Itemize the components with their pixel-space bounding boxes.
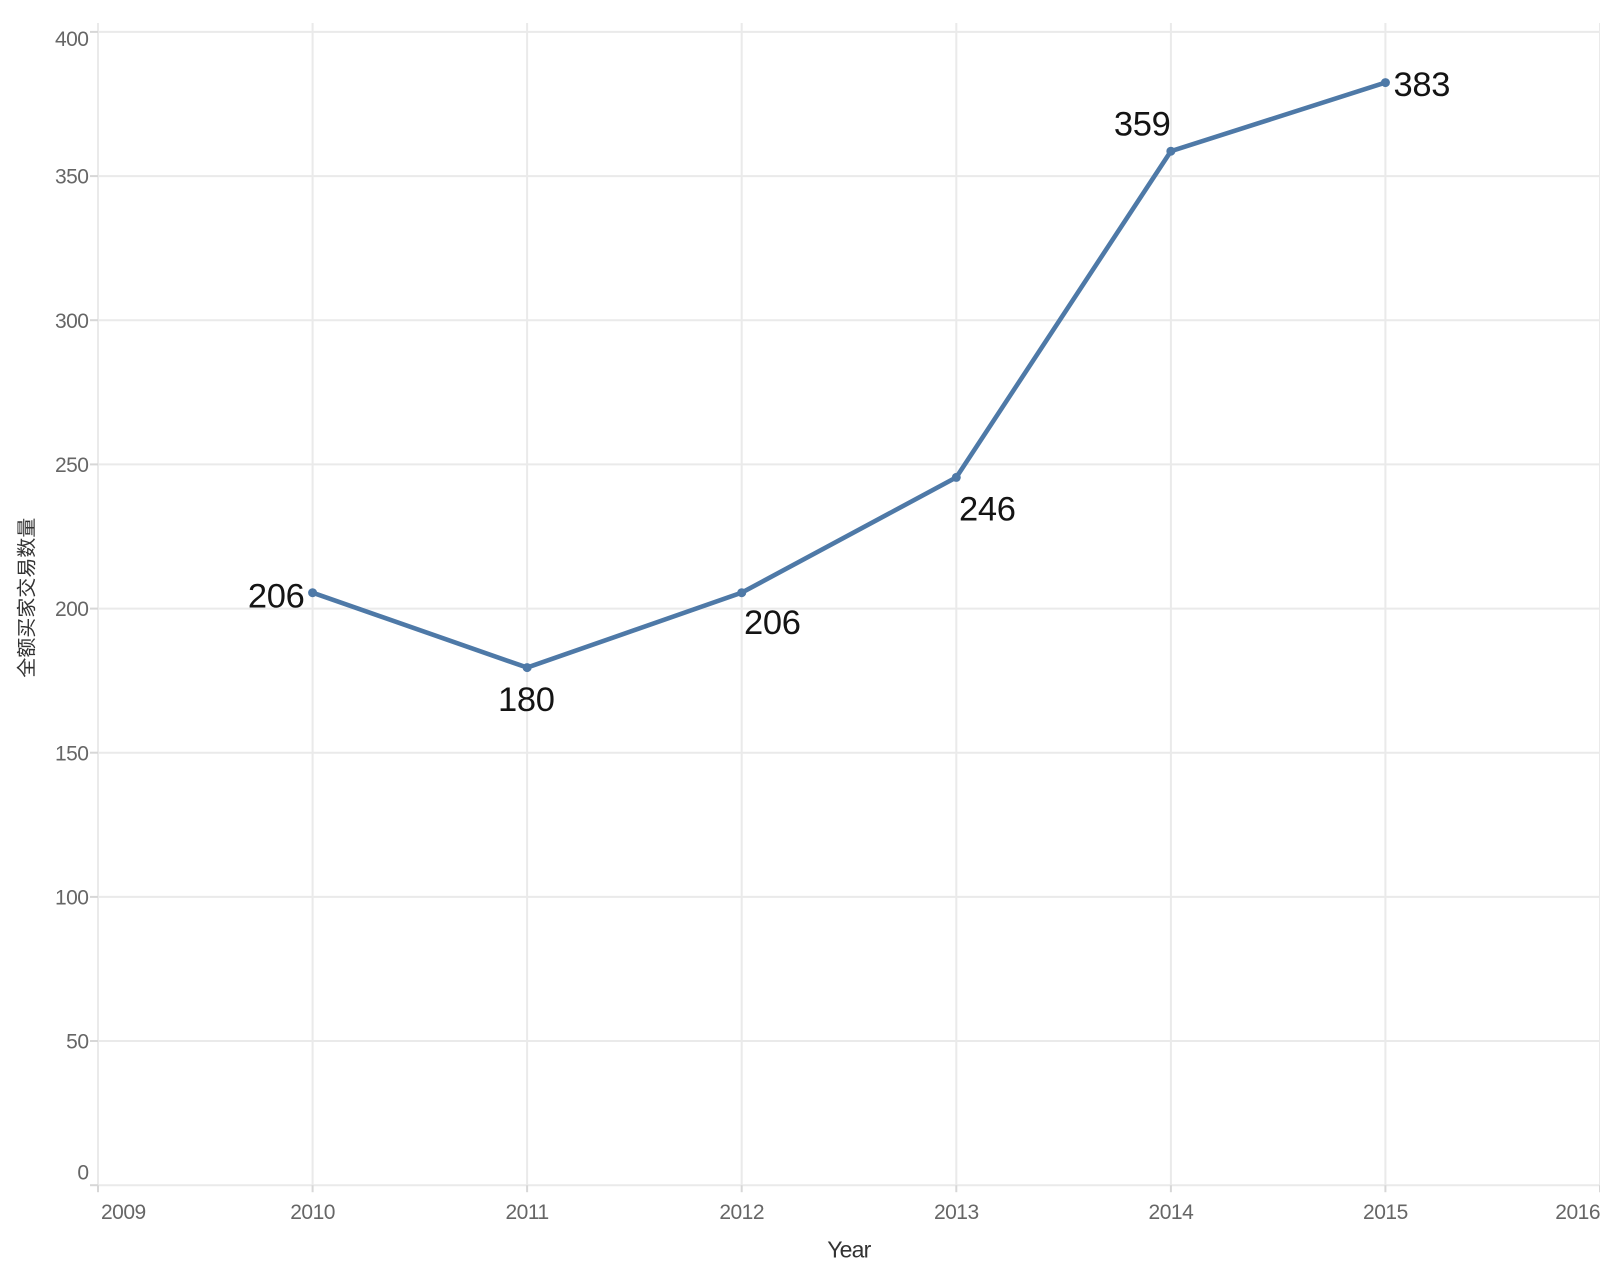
svg-text:50: 50: [66, 1031, 88, 1054]
svg-text:Year: Year: [827, 1237, 871, 1263]
svg-text:2009: 2009: [101, 1201, 146, 1224]
svg-text:2013: 2013: [934, 1201, 979, 1224]
svg-text:250: 250: [55, 454, 89, 477]
svg-text:180: 180: [498, 681, 555, 719]
svg-text:100: 100: [55, 887, 89, 910]
svg-text:206: 206: [248, 577, 305, 615]
svg-text:359: 359: [1114, 105, 1171, 143]
svg-text:2015: 2015: [1363, 1201, 1408, 1224]
svg-text:2016: 2016: [1555, 1201, 1600, 1224]
svg-text:383: 383: [1394, 66, 1451, 104]
svg-text:350: 350: [55, 166, 89, 189]
svg-text:200: 200: [55, 598, 89, 621]
svg-text:150: 150: [55, 742, 89, 765]
svg-text:400: 400: [55, 28, 89, 51]
svg-text:2012: 2012: [719, 1201, 764, 1224]
svg-text:206: 206: [744, 604, 801, 642]
svg-text:2011: 2011: [506, 1201, 549, 1224]
svg-text:2014: 2014: [1149, 1201, 1195, 1224]
svg-text:0: 0: [77, 1162, 88, 1185]
svg-text:246: 246: [959, 491, 1016, 529]
svg-text:2010: 2010: [290, 1201, 335, 1224]
svg-text:300: 300: [55, 310, 89, 333]
